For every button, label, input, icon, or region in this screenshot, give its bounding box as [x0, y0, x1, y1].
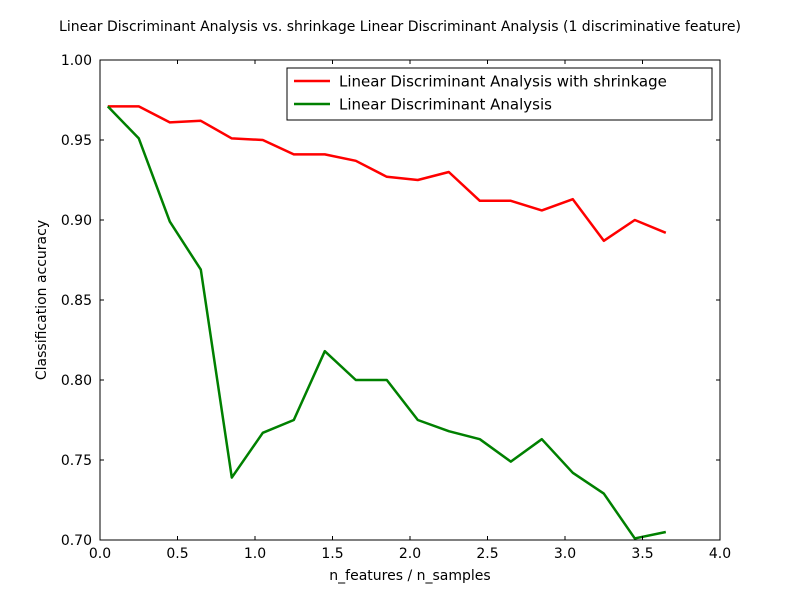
y-tick-label-1: 0.75 [61, 453, 92, 469]
x-tick-label-8: 4.0 [709, 546, 731, 562]
y-axis-label: Classification accuracy [34, 220, 50, 380]
x-tick-label-1: 0.5 [166, 546, 188, 562]
y-tick-label-3: 0.85 [61, 293, 92, 309]
y-tick-label-5: 0.95 [61, 133, 92, 149]
x-tick-label-5: 2.5 [476, 546, 498, 562]
legend-label-lda: Linear Discriminant Analysis [339, 96, 552, 114]
plot-frame [100, 60, 720, 540]
chart-title: Linear Discriminant Analysis vs. shrinka… [59, 19, 741, 35]
x-tick-label-4: 2.0 [399, 546, 421, 562]
x-axis-label: n_features / n_samples [329, 568, 490, 584]
series-line-1 [108, 106, 666, 538]
y-tick-label-4: 0.90 [61, 213, 92, 229]
x-tick-label-6: 3.0 [554, 546, 576, 562]
y-tick-label-6: 1.00 [61, 53, 92, 69]
x-tick-label-2: 1.0 [244, 546, 266, 562]
x-tick-label-3: 1.5 [321, 546, 343, 562]
y-tick-label-2: 0.80 [61, 373, 92, 389]
plot-layer [108, 106, 666, 538]
legend-label-shrinkage: Linear Discriminant Analysis with shrink… [339, 73, 667, 91]
legend: Linear Discriminant Analysis with shrink… [287, 68, 712, 120]
y-tick-label-0: 0.70 [61, 533, 92, 549]
series-line-0 [108, 106, 666, 240]
tick-layer: 0.0 0.5 1.0 1.5 2.0 2.5 3.0 3.5 4.0 0.70 0.75 0.80 0… [61, 53, 731, 562]
x-tick-label-0: 0.0 [89, 546, 111, 562]
x-tick-label-7: 3.5 [631, 546, 653, 562]
